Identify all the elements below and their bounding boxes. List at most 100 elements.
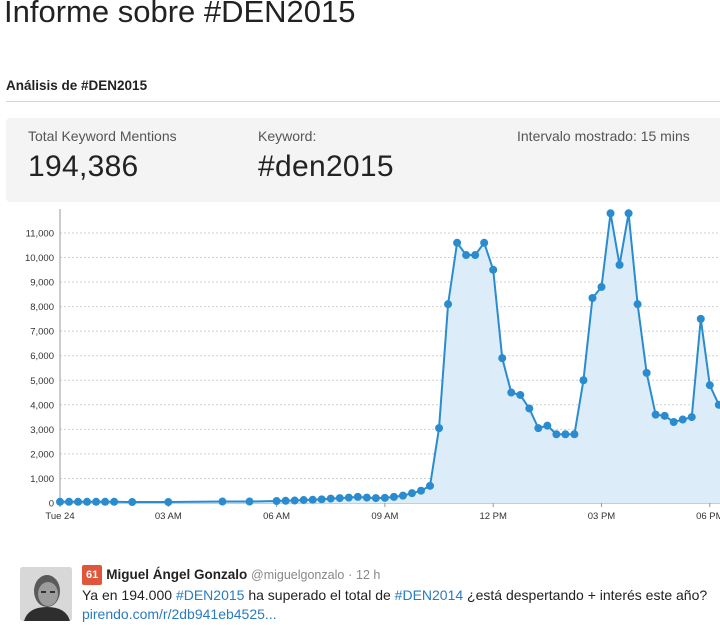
y-tick-label: 8,000 xyxy=(30,302,54,313)
y-tick-label: 4,000 xyxy=(30,400,54,411)
data-point xyxy=(516,390,525,399)
keyword-label: Keyword: xyxy=(258,128,317,144)
score-badge: 61 xyxy=(82,565,103,585)
data-point xyxy=(579,376,588,385)
data-point xyxy=(471,251,480,260)
data-point xyxy=(299,496,308,505)
data-point xyxy=(110,497,119,506)
tweet-body: 61 Miguel Ángel Gonzalo @miguelgonzalo · … xyxy=(82,565,718,624)
interval-label[interactable]: Intervalo mostrado: 15 mins xyxy=(517,128,690,144)
page-title: Informe sobre #DEN2015 xyxy=(4,0,356,29)
x-tick-label: 09 AM xyxy=(371,511,398,522)
y-tick-label: 5,000 xyxy=(30,376,54,387)
data-point xyxy=(624,209,633,218)
data-point xyxy=(128,498,137,507)
data-point xyxy=(164,498,173,507)
data-point xyxy=(426,481,435,490)
data-point xyxy=(326,494,335,503)
tweet-separator: · xyxy=(348,568,353,582)
data-point xyxy=(669,417,678,426)
x-tick-label: 06 PM xyxy=(696,511,720,522)
data-point xyxy=(687,413,696,422)
tweet-url-link[interactable]: pirendo.com/r/2db941eb4525... xyxy=(82,606,277,622)
data-point xyxy=(101,497,110,506)
tweet-header: 61 Miguel Ángel Gonzalo @miguelgonzalo · … xyxy=(82,565,718,585)
data-point xyxy=(489,265,498,274)
data-point xyxy=(83,497,92,506)
tweet-time[interactable]: 12 h xyxy=(356,568,381,582)
data-point xyxy=(543,421,552,430)
data-point xyxy=(615,260,624,269)
data-point xyxy=(389,492,398,501)
data-point xyxy=(344,493,353,502)
x-tick-label: Tue 24 xyxy=(45,511,74,522)
data-point xyxy=(218,497,227,506)
tweet-card[interactable]: 61 Miguel Ángel Gonzalo @miguelgonzalo · … xyxy=(20,565,720,627)
total-mentions-label: Total Keyword Mentions xyxy=(28,128,177,144)
tweet-text-part: ha superado el total de xyxy=(244,587,395,603)
stats-panel: Total Keyword Mentions 194,386 Keyword: … xyxy=(6,118,720,202)
tweet-text: Ya en 194.000 #DEN2015 ha superado el to… xyxy=(82,586,718,624)
y-tick-label: 11,000 xyxy=(26,228,54,239)
data-point xyxy=(417,486,425,495)
hashtag-link[interactable]: #DEN2015 xyxy=(175,587,245,603)
data-point xyxy=(435,424,444,433)
data-point xyxy=(561,430,570,439)
data-point xyxy=(65,497,74,506)
data-point xyxy=(606,209,615,218)
y-tick-label: 1,000 xyxy=(30,474,54,485)
data-point xyxy=(290,496,299,505)
section-heading: Análisis de #DEN2015 xyxy=(6,78,148,93)
data-point xyxy=(597,282,606,291)
data-point xyxy=(696,314,705,323)
avatar-photo xyxy=(20,567,72,621)
data-point xyxy=(56,497,64,506)
data-point xyxy=(660,411,669,420)
data-point xyxy=(398,491,407,500)
keyword-value: #den2015 xyxy=(258,150,394,183)
data-point xyxy=(362,493,371,502)
data-point xyxy=(245,497,254,506)
data-point xyxy=(570,430,579,439)
data-point xyxy=(462,251,471,260)
series-line xyxy=(60,213,720,504)
series-area xyxy=(60,213,720,503)
data-point xyxy=(534,424,543,433)
data-point xyxy=(371,494,380,503)
tweet-author[interactable]: Miguel Ángel Gonzalo xyxy=(106,567,248,582)
x-tick-label: 12 PM xyxy=(479,511,507,522)
y-tick-label: 3,000 xyxy=(30,425,54,436)
interval-stat[interactable]: Intervalo mostrado: 15 mins xyxy=(517,128,690,144)
data-point xyxy=(678,415,687,424)
data-point xyxy=(407,489,416,498)
tweet-text-part: Ya en 194.000 xyxy=(82,587,176,603)
data-point xyxy=(380,493,389,502)
data-point xyxy=(633,300,642,309)
hashtag-link[interactable]: #DEN2014 xyxy=(394,587,464,603)
tweet-handle[interactable]: @miguelgonzalo xyxy=(251,568,345,582)
tweet-text-part: ¿está despertando + interés este año? xyxy=(463,587,708,603)
data-point xyxy=(507,388,516,397)
x-tick-label: 03 PM xyxy=(588,511,616,522)
data-point xyxy=(74,497,83,506)
y-tick-label: 7,000 xyxy=(30,327,54,338)
mentions-chart: 0 1,000 2,000 3,000 4,000 5,000 6,000 7,000 8,00… xyxy=(0,206,720,528)
data-point xyxy=(335,494,344,503)
data-point xyxy=(444,300,453,309)
y-tick-label: 9,000 xyxy=(30,278,54,289)
data-point xyxy=(498,354,507,363)
total-mentions-value: 194,386 xyxy=(28,150,139,183)
x-tick-label: 06 AM xyxy=(263,511,290,522)
total-mentions-stat: Total Keyword Mentions 194,386 xyxy=(28,128,177,184)
data-point xyxy=(281,496,290,505)
data-point xyxy=(308,495,317,504)
data-point xyxy=(480,238,489,247)
keyword-stat: Keyword: #den2015 xyxy=(258,128,394,184)
data-point xyxy=(714,400,720,409)
y-tick-label: 0 xyxy=(49,499,54,510)
data-point xyxy=(642,368,651,377)
data-point xyxy=(92,497,101,506)
data-point xyxy=(705,381,714,390)
mentions-chart-svg: 0 1,000 2,000 3,000 4,000 5,000 6,000 7,000 8,00… xyxy=(25,209,720,522)
avatar[interactable] xyxy=(20,567,72,621)
